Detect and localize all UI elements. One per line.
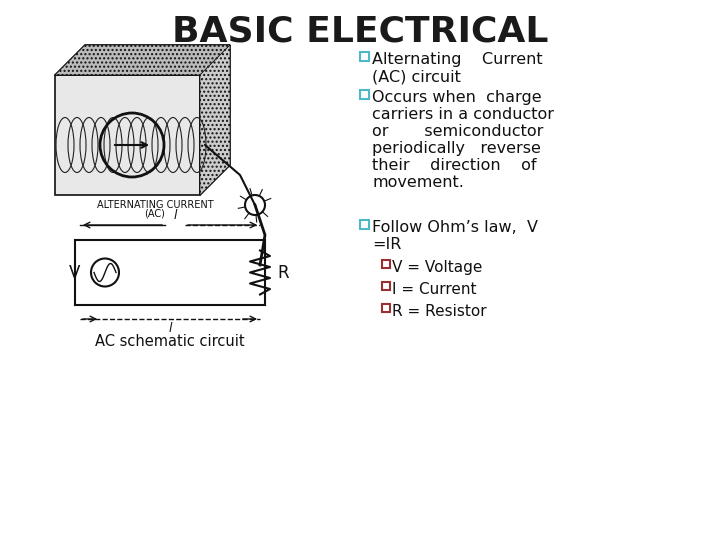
Bar [360,52,369,61]
Bar [382,282,390,290]
FancyBboxPatch shape [55,75,200,195]
Polygon shape [200,45,230,195]
Text: V: V [68,264,80,281]
Polygon shape [200,45,230,195]
Text: AC schematic circuit: AC schematic circuit [95,334,245,349]
Text: I = Current: I = Current [392,282,477,297]
Bar [382,304,390,312]
Text: ALTERNATING CURRENT: ALTERNATING CURRENT [96,200,213,210]
Text: R = Resistor: R = Resistor [392,304,487,319]
Bar [382,260,390,268]
Text: Follow Ohm’s law,  V: Follow Ohm’s law, V [372,220,538,235]
Text: (AC): (AC) [145,209,166,219]
Text: l: l [174,209,176,222]
Bar [360,220,369,229]
Text: Alternating    Current: Alternating Current [372,52,543,67]
Text: movement.: movement. [372,175,464,190]
Bar [360,90,369,99]
Text: or       semiconductor: or semiconductor [372,124,544,139]
Text: l: l [168,322,172,335]
Text: R: R [277,264,289,281]
Circle shape [91,259,119,287]
Text: Occurs when  charge: Occurs when charge [372,90,541,105]
Text: BASIC ELECTRICAL: BASIC ELECTRICAL [172,15,548,49]
Polygon shape [55,45,230,75]
Text: periodically   reverse: periodically reverse [372,141,541,156]
Text: =IR: =IR [372,237,401,252]
Text: (AC) circuit: (AC) circuit [372,69,461,84]
Text: V = Voltage: V = Voltage [392,260,482,275]
Text: their    direction    of: their direction of [372,158,536,173]
Text: carriers in a conductor: carriers in a conductor [372,107,554,122]
Polygon shape [55,45,230,75]
